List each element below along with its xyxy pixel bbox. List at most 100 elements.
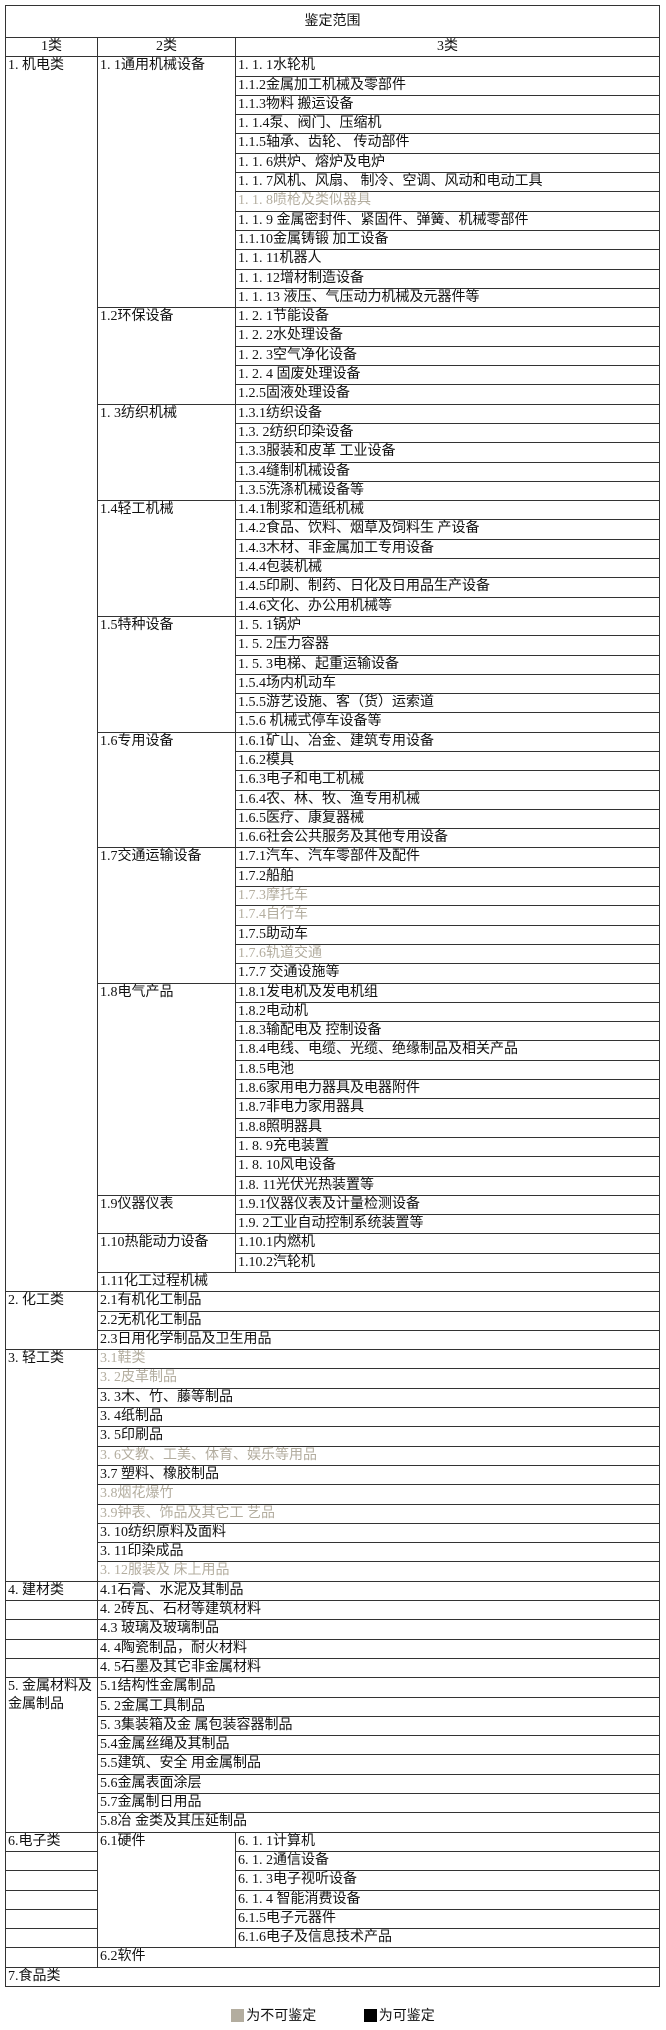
category-level-2: 5. 3集装箱及金 属包装容器制品 <box>97 1715 660 1737</box>
empty-cell <box>5 1657 98 1679</box>
category-level-2: 3.7 塑料、橡胶制品 <box>97 1464 660 1486</box>
table-row: 4. 2砖瓦、石材等建筑材料 <box>5 1600 660 1621</box>
category-level-3: 1.10.1内燃机 <box>235 1233 660 1254</box>
table-row: 1.6.3电子和电工机械 <box>6 770 660 791</box>
table-row: 1.10热能动力设备 1.10.1内燃机 <box>6 1233 660 1273</box>
category-level-3: 1. 2. 1节能设备 <box>235 307 660 328</box>
category-level-3: 6.1.6电子及信息技术产品 <box>235 1928 660 1949</box>
table-row: 5.6金属表面涂层 <box>6 1773 660 1795</box>
category-level-3: 1.9. 2工业自动控制系统装置等 <box>235 1214 660 1235</box>
category-level-3: 1.6.5医疗、康复器械 <box>235 808 660 830</box>
category-level-3: 1.9.1仪器仪表及计量检测设备 <box>235 1194 660 1216</box>
category-level-3: 6. 1. 2通信设备 <box>235 1850 660 1872</box>
table-row: 3.8烟花爆竹 <box>6 1484 660 1505</box>
table-title: 鉴定范围 <box>5 5 660 38</box>
category-level-1: 1. 机电类 <box>5 56 98 1293</box>
category-level-3: 1.3.5洗涤机械设备等 <box>235 480 660 502</box>
category-level-3: 1.3.1纺织设备 <box>235 403 660 424</box>
category-level-3: 6. 1. 1计算机 <box>235 1831 660 1852</box>
table-row: 5.5建筑、安全 用金属制品 <box>6 1754 660 1775</box>
category-level-3: 1.8.4电线、电缆、光缆、绝缘制品及相关产品 <box>235 1040 660 1061</box>
table-row: 1.3.5洗涤机械设备等 <box>6 480 660 502</box>
category-level-3: 1. 1. 11机器人 <box>235 249 660 270</box>
table-row: 1.11化工过程机械 <box>6 1271 660 1293</box>
category-level-3: 1.4.3木材、非金属加工专用设备 <box>235 538 660 560</box>
category-level-2: 3. 4纸制品 <box>97 1407 660 1428</box>
empty-cell <box>5 1928 98 1949</box>
category-level-2: 6.1硬件 <box>97 1831 236 1949</box>
category-level-2: 1.5特种设备 <box>97 615 236 733</box>
empty-cell <box>5 1908 98 1930</box>
category-level-3: 1.8.5电池 <box>235 1059 660 1081</box>
category-level-3: 1.4.5印刷、制药、日化及日用品生产设备 <box>235 577 660 598</box>
table-row: 1.9仪器仪表 1.9.1仪器仪表及计量检测设备 <box>6 1194 660 1235</box>
table-row: 1. 5. 3电梯、起重运输设备 <box>6 654 660 675</box>
category-level-2: 2.1有机化工制品 <box>97 1291 660 1312</box>
category-level-3: 1.7.4自行车 <box>235 905 660 926</box>
black-swatch-icon <box>363 2008 377 2022</box>
header-level-3: 3类 <box>235 36 660 58</box>
category-level-3: 1.1.5轴承、齿轮、 传动部件 <box>235 133 660 154</box>
table-row: 6.2软件 <box>5 1947 660 1968</box>
table-row: 3. 轻工类 3.1鞋类 <box>5 1349 660 1582</box>
category-level-3: 1.7.7 交通设施等 <box>235 963 660 984</box>
category-level-3: 1.1.10金属铸锻 加工设备 <box>235 229 660 251</box>
table-row: 1.5特种设备 1. 5. 1锅炉 <box>6 615 660 733</box>
table-row: 3. 4纸制品 <box>6 1407 660 1428</box>
category-level-2: 1. 3纺织机械 <box>97 403 236 502</box>
table-row: 3. 12服装及 床上用品 <box>6 1561 660 1582</box>
header-level-2: 2类 <box>97 36 236 58</box>
category-level-2: 1.8电气产品 <box>97 982 236 1196</box>
table-row: 1. 3纺织机械 1.3.1纺织设备 <box>6 403 660 502</box>
category-level-2: 3. 11印染成品 <box>97 1542 660 1563</box>
table-row: 1.6.5医疗、康复器械 <box>6 808 660 830</box>
category-level-3: 1.6.6社会公共服务及其他专用设备 <box>235 828 660 849</box>
table-row: 1.2环保设备 1. 2. 1节能设备 <box>6 307 660 405</box>
category-level-3: 1. 1. 9 金属密封件、紧固件、弹簧、机械零部件 <box>235 210 660 231</box>
legend-label: 为可鉴定 <box>378 2009 435 2024</box>
category-level-3: 1.8.2电动机 <box>235 1001 660 1023</box>
category-level-2: 3. 12服装及 床上用品 <box>97 1561 660 1582</box>
category-level-2: 3. 10纺织原料及面料 <box>97 1522 660 1544</box>
category-level-3: 1.8.1发电机及发电机组 <box>235 982 660 1003</box>
category-level-1: 5. 金属材料及金属制品 <box>5 1677 98 1833</box>
appraisal-scope-table: 鉴定范围 1类 2类 3类 1. 机电类 1. 1通用机械设备 1. 1. 1水轮机… <box>5 5 660 1987</box>
category-level-3: 1.10.2汽轮机 <box>235 1252 660 1274</box>
table-row: 6.电子类 6.1硬件 6. 1. 1计算机 <box>5 1831 660 1949</box>
category-level-2: 5.8冶 金类及其压延制品 <box>97 1812 660 1833</box>
category-level-3: 1.5.4场内机动车 <box>235 673 660 695</box>
category-level-3: 1. 1. 6烘炉、熔炉及电炉 <box>235 152 660 174</box>
table-row: 4. 5石墨及其它非金属材料 <box>5 1657 660 1679</box>
category-level-3: 1.4.1制浆和造纸机械 <box>235 500 660 521</box>
table-row: 3.7 塑料、橡胶制品 <box>6 1464 660 1486</box>
table-row: 2. 化工类 2.1有机化工制品 <box>5 1291 660 1351</box>
category-level-2: 4. 5石墨及其它非金属材料 <box>97 1657 660 1679</box>
category-level-3: 1. 8. 9充电装置 <box>235 1136 660 1158</box>
table-row: 5. 金属材料及金属制品 5.1结构性金属制品 <box>5 1677 660 1833</box>
category-level-3: 1. 1. 12增材制造设备 <box>235 268 660 289</box>
category-level-3: 1.7.6轨道交通 <box>235 943 660 965</box>
table-row: 3. 10纺织原料及面料 <box>6 1522 660 1544</box>
category-level-2: 3. 3木、竹、藤等制品 <box>97 1387 660 1409</box>
category-level-1: 2. 化工类 <box>5 1291 98 1351</box>
table-row: 1.9. 2工业自动控制系统装置等 <box>6 1214 660 1235</box>
category-level-2: 1. 1通用机械设备 <box>97 56 236 309</box>
category-level-2: 3.1鞋类 <box>97 1349 660 1370</box>
table-row: 2.2无机化工制品 <box>6 1310 660 1331</box>
empty-cell <box>5 1889 98 1910</box>
table-row: 1.6.6社会公共服务及其他专用设备 <box>6 828 660 849</box>
table-row: 1.8.6家用电力器具及电器附件 <box>6 1079 660 1100</box>
category-level-2: 2.3日用化学制品及卫生用品 <box>97 1329 660 1351</box>
category-level-3: 1.6.1矿山、冶金、建筑专用设备 <box>235 731 660 752</box>
category-level-3: 1.1.3物料 搬运设备 <box>235 94 660 116</box>
empty-cell <box>5 1947 98 1968</box>
category-level-3: 1.3.3服装和皮革 工业设备 <box>235 442 660 463</box>
category-level-3: 1.3. 2纺织印染设备 <box>235 422 660 444</box>
category-level-2: 4.3 玻璃及玻璃制品 <box>97 1619 660 1640</box>
category-level-3: 1.6.4农、林、牧、渔专用机械 <box>235 789 660 810</box>
table-row: 1.3. 2纺织印染设备 <box>6 422 660 444</box>
table-row: 6. 1. 3电子视听设备 <box>5 1870 660 1891</box>
table-row: 3. 6文教、工美、体育、娱乐等用品 <box>6 1445 660 1466</box>
table-row: 1.6专用设备 1.6.1矿山、冶金、建筑专用设备 <box>6 731 660 849</box>
table-row: 1.4轻工机械 1.4.1制浆和造纸机械 <box>6 500 660 617</box>
